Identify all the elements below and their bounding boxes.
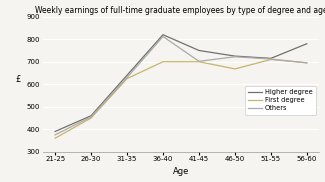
First degree — [269, 58, 273, 61]
First degree — [125, 78, 129, 80]
Higher degree — [125, 74, 129, 76]
Title: Weekly earnings of full-time graduate employees by type of degree and age: Weekly earnings of full-time graduate em… — [35, 6, 325, 15]
Higher degree — [53, 130, 57, 132]
Others — [89, 116, 93, 118]
X-axis label: Age: Age — [173, 167, 189, 176]
Higher degree — [305, 43, 309, 45]
Others — [269, 58, 273, 60]
Others — [161, 35, 165, 38]
Legend: Higher degree, First degree, Others: Higher degree, First degree, Others — [245, 86, 316, 115]
Higher degree — [197, 49, 201, 52]
Line: Higher degree: Higher degree — [55, 35, 307, 131]
Others — [233, 56, 237, 58]
Line: Others: Others — [55, 37, 307, 135]
First degree — [233, 68, 237, 70]
Higher degree — [269, 57, 273, 60]
First degree — [305, 62, 309, 64]
First degree — [197, 61, 201, 63]
Higher degree — [89, 115, 93, 117]
Others — [125, 76, 129, 79]
Higher degree — [161, 34, 165, 36]
Others — [53, 134, 57, 136]
Others — [197, 60, 201, 62]
First degree — [89, 117, 93, 119]
Y-axis label: £: £ — [15, 75, 20, 84]
First degree — [53, 137, 57, 139]
Others — [305, 62, 309, 64]
Higher degree — [233, 55, 237, 57]
Line: First degree: First degree — [55, 60, 307, 138]
First degree — [161, 61, 165, 63]
